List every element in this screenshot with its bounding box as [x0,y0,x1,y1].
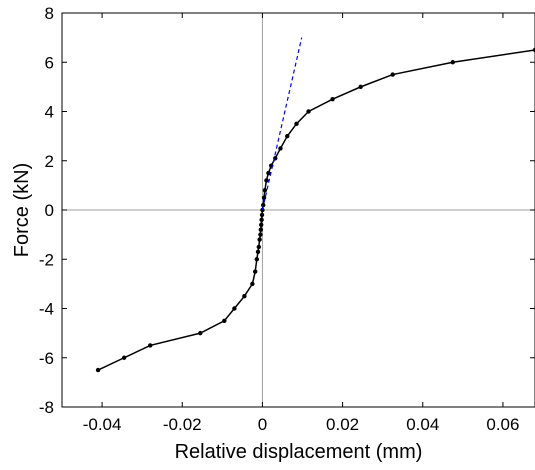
series-0-point [278,146,283,151]
x-tick-label: 0.04 [406,415,439,434]
series-0-point [222,318,227,324]
series-0-point [198,330,203,336]
series-0-point [250,281,255,287]
series-0-point [294,121,299,127]
x-tick-label: 0 [258,415,267,434]
series-layer [95,37,535,373]
y-tick-label: -2 [39,250,54,269]
x-axis-title: Relative displacement (mm) [175,441,423,463]
y-tick-label: -4 [39,300,54,319]
series-0-point [259,217,264,223]
series-0-point [258,227,264,232]
series-0-point [285,133,290,139]
series-0-point [258,232,263,237]
series-1-line [261,37,303,211]
series-0-point [147,343,153,348]
x-tick-label: -0.02 [163,415,202,434]
series-0-point [259,222,264,227]
series-0-point [256,244,262,250]
y-tick-label: -8 [39,398,54,417]
series-0-point [264,178,269,183]
series-0-point [358,84,363,90]
y-tick-label: -6 [39,349,54,368]
series-0-point [254,257,260,262]
x-tick-label: 0.02 [326,415,359,434]
series-0-point [121,355,127,360]
series-0-point [259,212,265,218]
series-0-point [242,293,247,299]
x-tick-label: 0.06 [486,415,519,434]
series-0-point [390,72,395,77]
series-0-point [261,195,267,200]
series-0-point [253,269,258,274]
series-0-point [306,109,311,114]
series-0-point [232,306,237,311]
y-tick-label: 4 [45,103,54,122]
series-0-point [255,249,261,255]
series-0-point [450,60,456,65]
series-0-point [532,47,535,53]
series-0-point [262,188,268,193]
series-0-point [261,202,266,208]
y-tick-label: 2 [45,152,54,171]
y-tick-label: 6 [45,53,54,72]
series-0-point [257,237,262,242]
y-tick-label: 8 [45,4,54,23]
ticks-layer: -0.04 -0.02 0 0.02 0.04 0.06 -8 -6 -4 -2 0 2 4 6 8 [39,4,535,434]
series-0-point [330,96,335,102]
series-0-point [266,170,271,176]
zero-lines [62,13,535,407]
y-axis-title: Force (kN) [11,163,33,257]
series-0-point [95,367,101,373]
x-tick-label: -0.04 [83,415,122,434]
y-tick-label: 0 [45,201,54,220]
